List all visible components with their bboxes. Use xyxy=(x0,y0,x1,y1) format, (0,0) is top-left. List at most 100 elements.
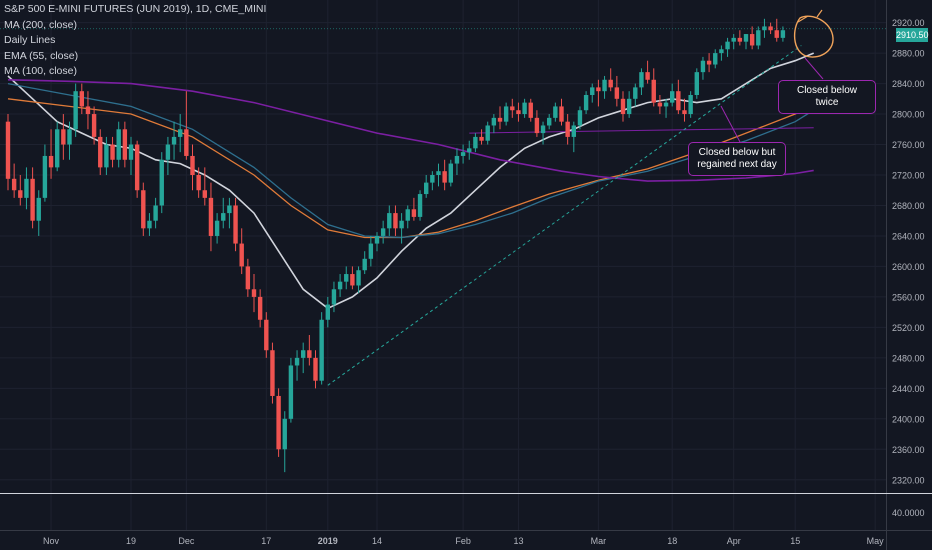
candle-body xyxy=(11,178,17,191)
candle-body xyxy=(202,190,207,198)
legend-ema55: EMA (55, close) xyxy=(4,49,79,62)
last-price-label: 2910.50 xyxy=(896,28,929,42)
candle-body xyxy=(42,155,48,198)
candle-body xyxy=(485,125,490,141)
candle-body xyxy=(67,129,72,145)
arrow-closed-twice xyxy=(804,57,824,80)
candle-body xyxy=(405,209,410,221)
candle-body xyxy=(497,117,503,122)
trendline xyxy=(327,45,802,386)
candle-body xyxy=(153,205,158,221)
candle-body xyxy=(190,155,195,175)
candle-body xyxy=(749,34,755,46)
legend-ma200: MA (200, close) xyxy=(4,18,77,31)
candle-body xyxy=(110,144,115,160)
candle-body xyxy=(694,72,699,95)
candle-body xyxy=(473,136,478,149)
y-tick-label: 2920.00 xyxy=(892,18,925,28)
x-tick-label: 18 xyxy=(667,536,677,546)
y-tick-label: 2760.00 xyxy=(892,140,925,150)
x-tick-label: Apr xyxy=(727,536,741,546)
candle-body xyxy=(350,274,355,286)
annotation-closed-regained[interactable]: Closed below but regained next day xyxy=(688,142,786,176)
candle-body xyxy=(147,220,152,229)
candle-body xyxy=(743,34,749,42)
candle-body xyxy=(178,129,183,137)
candle-body xyxy=(55,129,60,168)
y-tick-label: 2680.00 xyxy=(892,201,925,211)
candle-body xyxy=(227,205,232,214)
candle-body xyxy=(460,152,466,156)
legend-ma100: MA (100, close) xyxy=(4,65,77,77)
candle-body xyxy=(239,243,244,267)
candle-body xyxy=(448,163,453,183)
candle-body xyxy=(590,87,595,95)
legend-title: S&P 500 E-MINI FUTURES (JUN 2019), 1D, C… xyxy=(4,3,267,15)
candle-body xyxy=(719,49,724,54)
candle-body xyxy=(331,289,337,305)
candle-body xyxy=(356,270,361,286)
y-tick-label: 2840.00 xyxy=(892,79,925,89)
chart-legend: S&P 500 E-MINI FUTURES (JUN 2019), 1D, C… xyxy=(4,2,266,80)
candle-body xyxy=(128,144,134,160)
candle-body xyxy=(670,91,675,103)
candle-body xyxy=(307,350,312,358)
candle-body xyxy=(633,87,638,99)
legend-daily-lines: Daily Lines xyxy=(4,34,56,46)
x-tick-label: Feb xyxy=(455,536,471,546)
candle-body xyxy=(534,117,540,134)
candle-body xyxy=(620,98,626,115)
candle-body xyxy=(713,53,718,65)
candle-body xyxy=(301,350,306,358)
y-tick-label: 2400.00 xyxy=(892,414,925,424)
candle-body xyxy=(264,319,269,351)
candle-body xyxy=(30,178,35,221)
candle-body xyxy=(553,106,558,118)
candle-body xyxy=(294,357,300,366)
candle-body xyxy=(380,228,386,236)
candle-body xyxy=(706,60,712,65)
candle-body xyxy=(399,220,404,229)
candle-body xyxy=(159,159,164,206)
candle-body xyxy=(583,95,589,111)
candle-body xyxy=(61,129,66,145)
candle-body xyxy=(362,258,367,271)
candle-body xyxy=(731,37,736,42)
candle-body xyxy=(528,102,533,118)
candle-body xyxy=(337,281,343,290)
candle-body xyxy=(700,60,706,73)
candle-body xyxy=(602,79,607,92)
candle-body xyxy=(116,129,121,160)
candle-body xyxy=(319,319,324,381)
candle-body xyxy=(430,175,435,183)
candle-body xyxy=(540,125,546,134)
candle-body xyxy=(276,395,281,450)
x-tick-label: May xyxy=(867,536,885,546)
y-tick-label: 2520.00 xyxy=(892,323,925,333)
candle-body xyxy=(467,148,472,153)
candle-body xyxy=(208,197,214,236)
candle-body xyxy=(522,102,527,115)
candle-body xyxy=(424,182,429,195)
candle-body xyxy=(18,190,23,198)
candle-body xyxy=(639,72,644,88)
candle-body xyxy=(577,110,583,126)
candle-body xyxy=(436,171,441,175)
candle-body xyxy=(233,205,238,244)
candle-body xyxy=(657,102,663,107)
y-tick-label: 2360.00 xyxy=(892,445,925,455)
x-tick-label: Nov xyxy=(43,536,60,546)
y-tick-label: 2800.00 xyxy=(892,110,925,120)
x-tick-label: 13 xyxy=(513,536,523,546)
candle-body xyxy=(756,30,761,46)
candle-body xyxy=(85,106,91,115)
candle-body xyxy=(270,350,275,396)
x-tick-label: 19 xyxy=(126,536,136,546)
candle-body xyxy=(313,357,318,381)
y-tick-label: 2440.00 xyxy=(892,384,925,394)
candle-body xyxy=(651,79,656,103)
candle-body xyxy=(417,194,423,217)
candle-body xyxy=(122,129,128,160)
annotation-closed-twice[interactable]: Closed below twice xyxy=(778,80,876,114)
